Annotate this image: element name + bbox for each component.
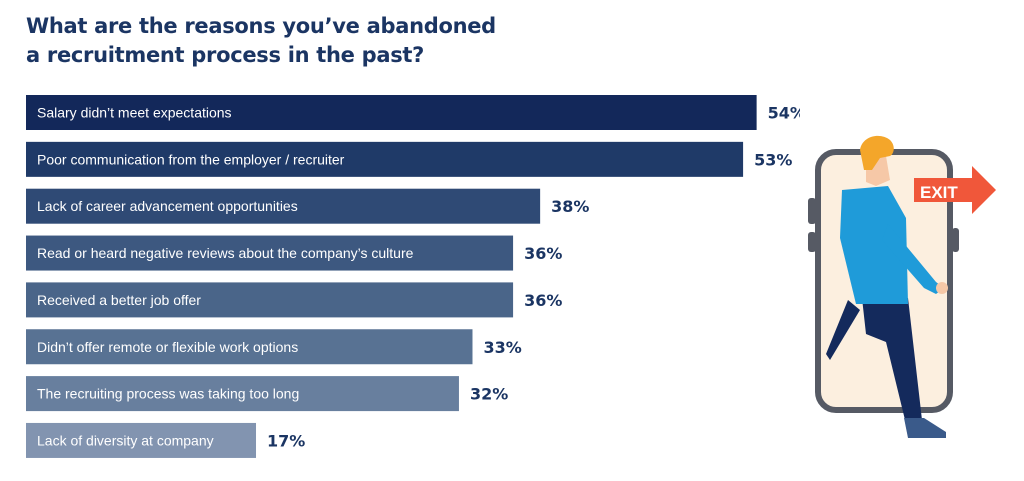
person-back-leg	[826, 300, 860, 360]
bar-1	[26, 95, 757, 130]
exit-sign-text: EXIT	[920, 183, 958, 202]
bar-label-5: Received a better job offer	[37, 292, 201, 308]
chart-title-line-2: a recruitment process in the past?	[26, 43, 425, 67]
value-label-1: 54%	[768, 104, 800, 123]
exit-sign-arrow	[914, 166, 996, 214]
chart-title-line-1: What are the reasons you’ve abandoned	[26, 14, 496, 38]
bar-8	[26, 422, 257, 458]
bar-4	[26, 235, 514, 271]
bar-label-4: Read or heard negative reviews about the…	[37, 245, 414, 261]
phone-side-button	[808, 198, 816, 224]
exit-illustration: EXIT	[808, 135, 996, 438]
value-label-3: 38%	[551, 197, 589, 216]
value-label-8: 17%	[267, 431, 305, 450]
bar-label-6: Didn’t offer remote or flexible work opt…	[37, 339, 298, 355]
bar-2	[26, 141, 744, 177]
bar-7	[26, 376, 459, 412]
person-front-leg	[862, 298, 922, 424]
value-label-7: 32%	[470, 385, 508, 404]
bar-6	[26, 329, 473, 365]
person-hoodie	[840, 186, 908, 304]
bar-label-8: Lack of diversity at company	[37, 432, 214, 448]
person-hand	[936, 282, 948, 294]
person-hair	[860, 135, 894, 170]
phone-side-button-2	[808, 232, 816, 252]
bar-chart: Salary didn’t meet expectations 54% Poor c…	[26, 95, 800, 458]
chart-title: What are the reasons you’ve abandoned a …	[26, 12, 546, 70]
bar-label-3: Lack of career advancement opportunities	[37, 198, 298, 214]
bar-label-2: Poor communication from the employer / r…	[37, 151, 345, 167]
bar-label-1: Salary didn’t meet expectations	[37, 105, 232, 121]
value-label-6: 33%	[483, 338, 521, 357]
phone-side-button-3	[952, 228, 959, 252]
bar-3	[26, 188, 541, 224]
value-label-2: 53%	[754, 150, 792, 169]
value-label-4: 36%	[524, 244, 562, 263]
bar-label-7: The recruiting process was taking too lo…	[37, 386, 299, 402]
bar-5	[26, 282, 514, 318]
person-arm	[882, 224, 944, 294]
person-shoe	[904, 418, 946, 438]
value-label-5: 36%	[524, 291, 562, 310]
